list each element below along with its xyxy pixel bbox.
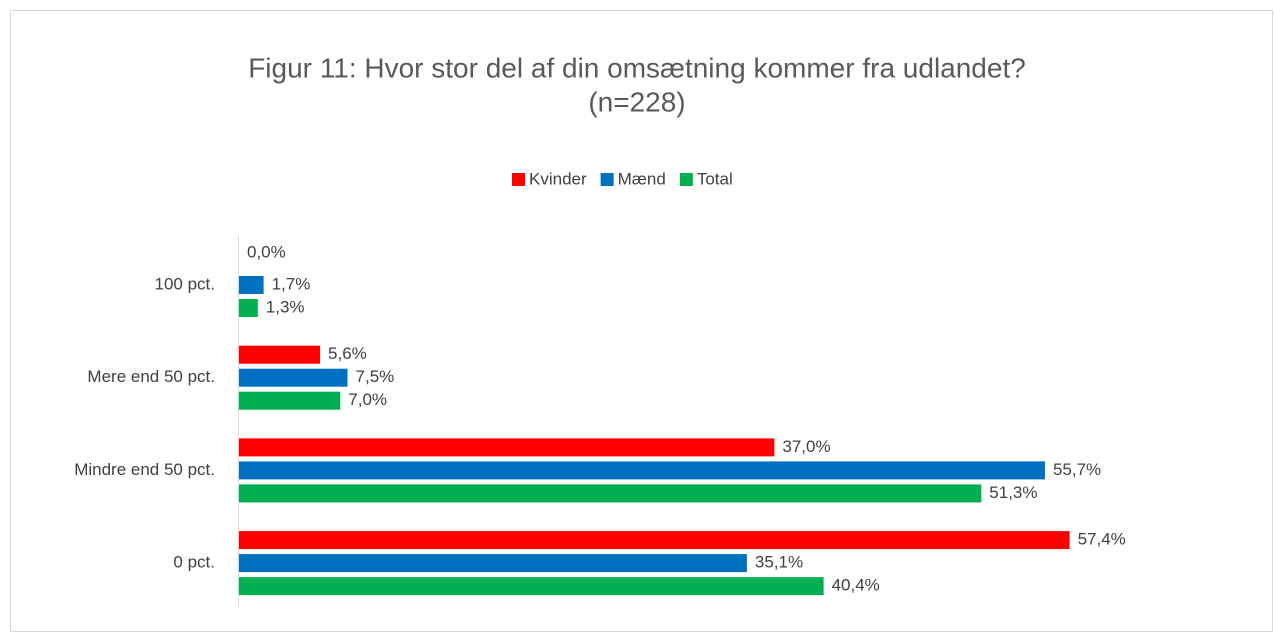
bar (239, 484, 982, 503)
data-label: 5,6% (328, 344, 367, 363)
bar (239, 554, 747, 573)
data-label: 1,7% (272, 274, 311, 293)
bar (239, 577, 824, 596)
bar (239, 368, 348, 387)
bar (239, 276, 264, 294)
bar (239, 391, 341, 410)
data-label: 1,3% (266, 297, 305, 316)
legend-swatch (512, 173, 525, 186)
y-tick-label: Mere end 50 pct. (87, 367, 215, 386)
chart-title: Figur 11: Hvor stor del af din omsætning… (248, 52, 1026, 83)
bar (239, 345, 321, 364)
y-tick-label: 100 pct. (155, 274, 216, 293)
data-label: 51,3% (989, 483, 1037, 502)
data-label: 40,4% (832, 576, 880, 595)
data-label: 7,0% (348, 390, 387, 409)
data-label: 57,4% (1078, 530, 1126, 549)
legend-label: Total (697, 169, 733, 188)
legend-label: Kvinder (529, 169, 587, 188)
data-label: 7,5% (356, 367, 395, 386)
y-tick-label: 0 pct. (173, 553, 215, 572)
chart-border (10, 10, 1273, 632)
legend-swatch (679, 173, 693, 186)
data-label: 35,1% (755, 553, 803, 572)
chart-subtitle: (n=228) (588, 86, 685, 117)
legend-label: Mænd (618, 169, 666, 188)
legend-swatch (600, 173, 614, 186)
data-label: 0,0% (247, 242, 286, 261)
data-label: 37,0% (782, 437, 830, 456)
y-tick-label: Mindre end 50 pct. (74, 460, 215, 479)
bar (239, 461, 1045, 480)
bar (239, 299, 258, 317)
bar (239, 531, 1070, 550)
bar (239, 438, 775, 457)
data-label: 55,7% (1053, 460, 1101, 479)
